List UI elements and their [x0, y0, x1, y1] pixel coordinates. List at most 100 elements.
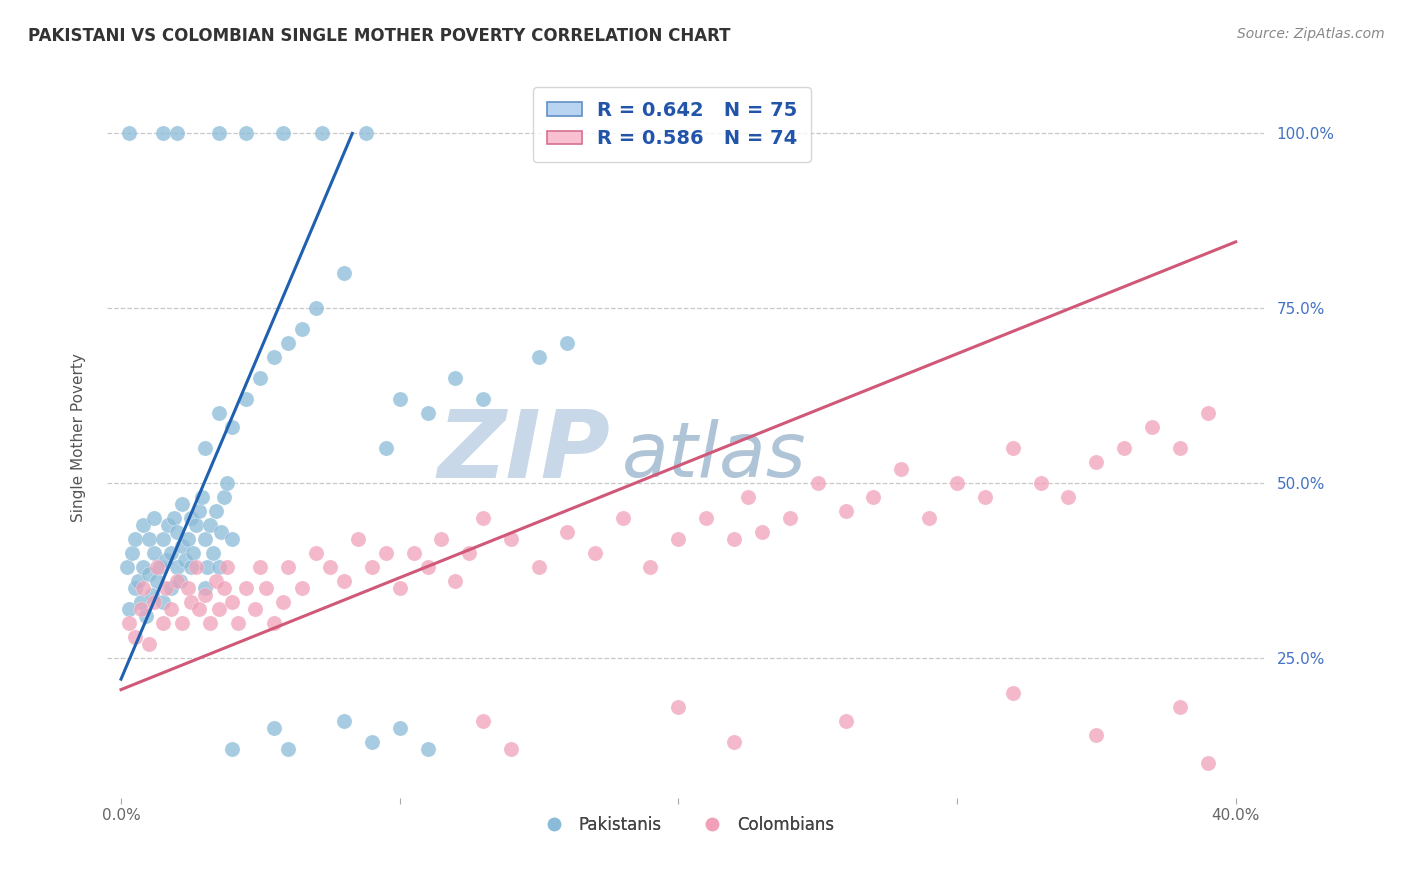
Point [834, 504, 856, 518]
Point [388, 721, 411, 735]
Point [191, 490, 214, 504]
Point [166, 560, 188, 574]
Legend: Pakistanis, Colombians: Pakistanis, Colombians [530, 809, 841, 840]
Point [277, 742, 299, 756]
Point [918, 511, 941, 525]
Point [779, 511, 801, 525]
Point [209, 525, 232, 540]
Point [555, 336, 578, 351]
Point [444, 371, 467, 385]
Point [388, 392, 411, 407]
Point [277, 560, 299, 574]
Point [194, 442, 217, 456]
Point [166, 525, 188, 540]
Point [204, 574, 226, 589]
Point [152, 127, 174, 141]
Point [138, 567, 160, 582]
Point [501, 742, 523, 756]
Point [640, 560, 662, 574]
Point [416, 742, 439, 756]
Point [416, 406, 439, 420]
Point [174, 553, 197, 567]
Point [416, 560, 439, 574]
Point [207, 560, 229, 574]
Point [235, 392, 257, 407]
Point [311, 127, 333, 141]
Point [152, 532, 174, 546]
Point [305, 546, 328, 560]
Point [723, 735, 745, 749]
Point [1085, 728, 1108, 742]
Point [235, 581, 257, 595]
Point [124, 630, 146, 644]
Y-axis label: Single Mother Poverty: Single Mother Poverty [72, 353, 86, 522]
Point [1197, 406, 1219, 420]
Point [129, 602, 152, 616]
Point [157, 518, 180, 533]
Text: atlas: atlas [621, 418, 806, 492]
Point [132, 581, 155, 595]
Point [186, 560, 208, 574]
Point [177, 532, 200, 546]
Point [180, 560, 202, 574]
Point [1168, 700, 1191, 714]
Point [198, 518, 221, 533]
Point [204, 504, 226, 518]
Point [263, 721, 285, 735]
Point [1197, 756, 1219, 770]
Point [146, 574, 169, 589]
Point [1140, 420, 1163, 434]
Point [172, 616, 194, 631]
Point [402, 546, 425, 560]
Point [291, 581, 314, 595]
Point [186, 518, 208, 533]
Point [501, 532, 523, 546]
Point [183, 546, 205, 560]
Point [172, 539, 194, 553]
Text: ZIP: ZIP [437, 406, 610, 498]
Point [124, 532, 146, 546]
Point [221, 532, 243, 546]
Point [163, 511, 186, 525]
Point [160, 602, 183, 616]
Point [169, 574, 191, 589]
Point [138, 532, 160, 546]
Point [1029, 476, 1052, 491]
Point [118, 616, 141, 631]
Point [221, 742, 243, 756]
Point [155, 581, 177, 595]
Point [152, 616, 174, 631]
Point [249, 560, 271, 574]
Point [121, 546, 143, 560]
Point [160, 581, 183, 595]
Point [197, 560, 219, 574]
Point [207, 406, 229, 420]
Point [1001, 686, 1024, 700]
Point [527, 351, 550, 365]
Point [166, 127, 188, 141]
Point [221, 595, 243, 609]
Point [143, 595, 166, 609]
Point [155, 553, 177, 567]
Point [973, 490, 995, 504]
Point [226, 616, 249, 631]
Point [212, 490, 235, 504]
Point [263, 616, 285, 631]
Point [235, 127, 257, 141]
Point [333, 266, 356, 280]
Point [374, 442, 396, 456]
Point [333, 574, 356, 589]
Point [946, 476, 969, 491]
Text: Source: ZipAtlas.com: Source: ZipAtlas.com [1237, 27, 1385, 41]
Point [177, 581, 200, 595]
Point [271, 127, 294, 141]
Point [444, 574, 467, 589]
Point [527, 560, 550, 574]
Point [207, 602, 229, 616]
Point [188, 602, 211, 616]
Point [194, 581, 217, 595]
Point [862, 490, 884, 504]
Point [118, 602, 141, 616]
Point [129, 595, 152, 609]
Point [143, 546, 166, 560]
